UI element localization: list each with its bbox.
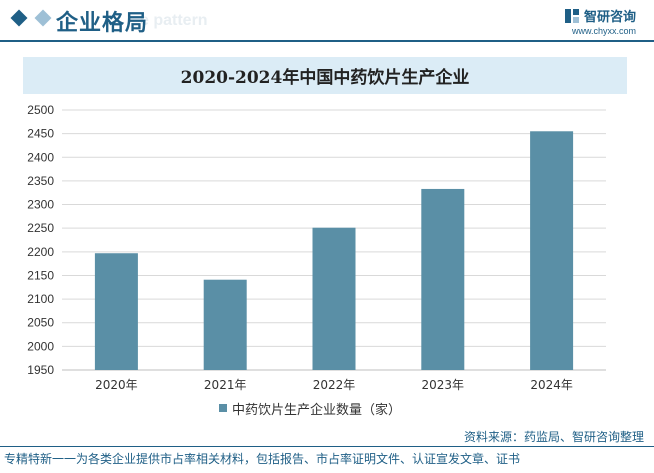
x-tick-label: 2022年 xyxy=(313,378,356,392)
x-tick-label: 2023年 xyxy=(422,378,465,392)
bar xyxy=(203,279,247,370)
y-tick-label: 2150 xyxy=(27,268,54,282)
legend-label: 中药饮片生产企业数量（家） xyxy=(232,402,401,418)
legend-swatch xyxy=(219,404,227,412)
brand-url: www.chyxx.com xyxy=(571,26,636,36)
header-bar: e pattern 企业格局 智研咨询 www.chyxx.com xyxy=(0,0,654,40)
section-title: 企业格局 xyxy=(56,11,149,36)
diamond-icon xyxy=(10,9,28,27)
brand-logo-icon xyxy=(564,8,579,23)
y-tick-label: 2000 xyxy=(27,339,54,353)
footer-divider xyxy=(0,446,654,447)
bar xyxy=(530,131,574,370)
bar xyxy=(94,253,138,370)
y-tick-label: 2050 xyxy=(27,316,54,330)
footer-text: 专精特新一一为各类企业提供市占率相关材料，包括报告、市占率证明文件、认证宣发文章… xyxy=(4,452,521,466)
y-tick-label: 2250 xyxy=(27,221,54,235)
x-tick-label: 2021年 xyxy=(204,378,247,392)
y-tick-label: 1950 xyxy=(27,363,54,377)
y-tick-label: 2350 xyxy=(27,174,54,188)
chart-title: 2020-2024年中国中药饮片生产企业 xyxy=(180,68,470,88)
y-tick-label: 2450 xyxy=(27,127,54,141)
y-tick-label: 2300 xyxy=(27,198,54,212)
y-tick-label: 2200 xyxy=(27,245,54,259)
y-tick-label: 2100 xyxy=(27,292,54,306)
y-tick-label: 2400 xyxy=(27,150,54,164)
chart-title-box: 2020-2024年中国中药饮片生产企业 xyxy=(23,57,627,94)
brand-name: 智研咨询 xyxy=(583,10,636,25)
x-tick-label: 2020年 xyxy=(95,378,138,392)
y-tick-label: 2500 xyxy=(27,103,54,117)
bar xyxy=(312,227,356,370)
brand-logo: 智研咨询 www.chyxx.com xyxy=(564,6,636,36)
header-diamond-icons xyxy=(8,8,54,28)
source-note: 资料来源：药监局、智研咨询整理 xyxy=(463,430,644,444)
legend: 中药饮片生产企业数量（家） xyxy=(219,402,401,418)
header-ghost-text: e pattern xyxy=(140,12,208,29)
diamond-icon xyxy=(34,9,52,27)
bar xyxy=(421,188,465,370)
bar-chart: 1950 2000 2050 2100 2150 2200 2250 2300 2350 2400… xyxy=(27,103,606,418)
x-tick-label: 2024年 xyxy=(530,378,573,392)
header-divider xyxy=(0,40,654,42)
